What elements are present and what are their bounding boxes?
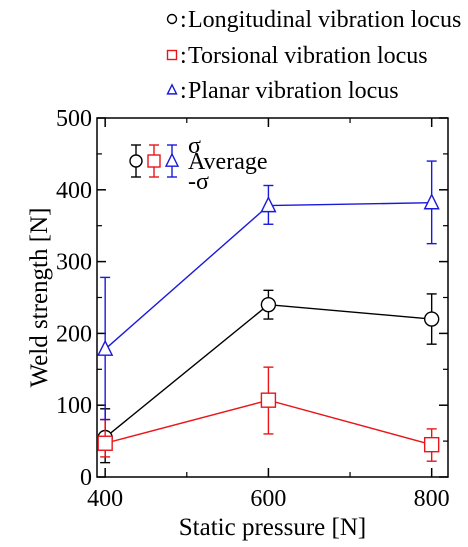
x-tick-label: 400 <box>87 486 123 512</box>
x-axis: 400 600 800 <box>87 118 450 512</box>
x-tick-label: 600 <box>250 486 286 512</box>
legend-label: Longitudinal vibration locus <box>188 7 461 33</box>
legend-label: Planar vibration locus <box>188 78 399 104</box>
key-average-label: Average <box>188 149 268 175</box>
legend-item: : Torsional vibration locus <box>166 43 428 69</box>
key-marker <box>129 154 143 168</box>
data-point <box>260 195 277 213</box>
y-tick-label: 100 <box>56 393 92 419</box>
data-point <box>260 392 277 408</box>
legend-marker <box>166 49 178 61</box>
data-point <box>97 435 113 451</box>
y-axis: 0 100 200 300 400 500 <box>56 106 448 491</box>
series-square <box>97 366 440 462</box>
series-triangle <box>97 160 440 421</box>
data-point <box>423 311 440 327</box>
y-tick-label: 400 <box>56 178 92 204</box>
data-point <box>423 193 440 210</box>
y-tick-label: 0 <box>80 465 92 491</box>
series-legend: : Longitudinal vibration locus: Torsional … <box>166 7 461 104</box>
x-axis-label: Static pressure [N] <box>179 514 366 541</box>
data-point <box>260 296 277 313</box>
y-tick-label: 200 <box>56 321 92 347</box>
data-point <box>97 339 114 356</box>
legend-colon: : <box>180 43 187 69</box>
key-marker <box>164 152 180 167</box>
legend-label: Torsional vibration locus <box>188 43 428 69</box>
y-tick-label: 300 <box>56 250 92 276</box>
data-point <box>423 436 440 453</box>
key-upper-label: σ <box>188 133 201 159</box>
x-tick-label: 800 <box>414 486 450 512</box>
key-marker <box>147 154 161 168</box>
y-axis-label: Weld strength [N] <box>26 208 53 388</box>
plot-series <box>97 160 440 464</box>
legend-marker <box>166 13 178 25</box>
legend-item: : Planar vibration locus <box>166 78 399 104</box>
plot-frame <box>96 117 449 478</box>
legend-marker <box>166 83 178 95</box>
legend-item: : Longitudinal vibration locus <box>166 7 461 33</box>
legend-colon: : <box>180 78 187 104</box>
key-lower-label: -σ <box>188 169 209 195</box>
y-tick-label: 500 <box>56 106 92 132</box>
legend-colon: : <box>180 7 187 33</box>
